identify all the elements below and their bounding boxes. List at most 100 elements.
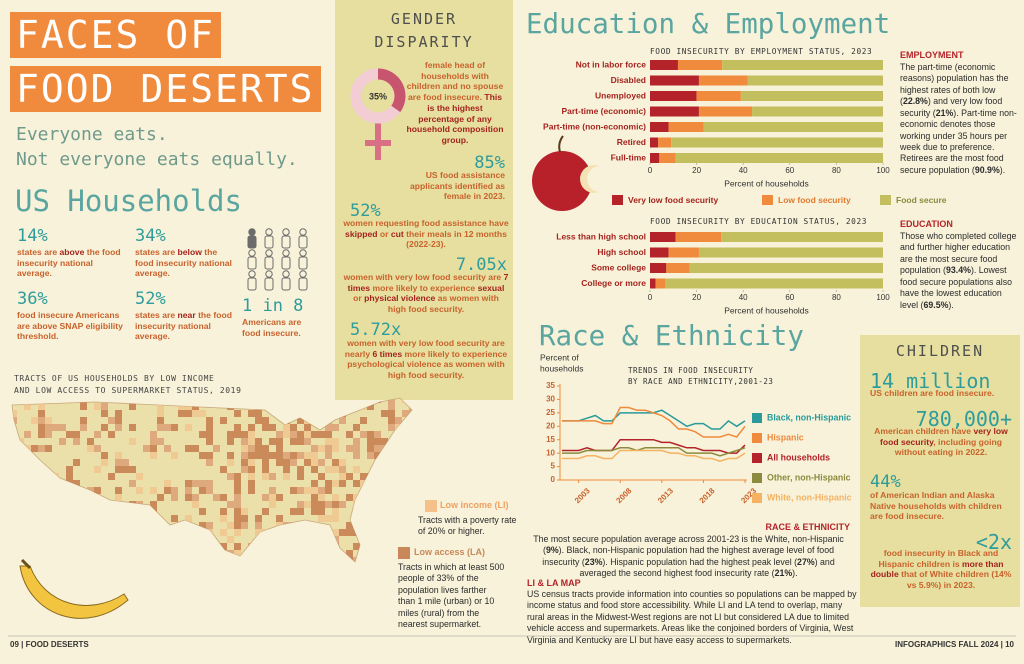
- map-tract: [276, 410, 283, 417]
- map-tract: [318, 487, 325, 494]
- map-tract: [31, 494, 38, 501]
- map-tract: [255, 515, 262, 522]
- map-tract: [213, 494, 220, 501]
- map-tract: [332, 508, 339, 515]
- map-tract: [248, 431, 255, 438]
- map-tract: [220, 417, 227, 424]
- map-tract: [297, 431, 304, 438]
- stat-text: US children are food insecure.: [870, 388, 1015, 399]
- stat-text: Americans are food insecure.: [242, 317, 314, 338]
- map-tract: [353, 564, 360, 571]
- chart-title: TRENDS IN FOOD INSECURITY: [628, 366, 753, 375]
- map-tract: [276, 431, 283, 438]
- text-run: ). Hispanic population had the highest p…: [602, 556, 798, 567]
- map-tract: [360, 508, 367, 515]
- map-tract: [108, 417, 115, 424]
- map-tract: [255, 522, 262, 529]
- map-tract: [367, 452, 374, 459]
- map-tract: [115, 529, 122, 536]
- map-tract: [367, 445, 374, 452]
- map-tract: [360, 529, 367, 536]
- map-tract: [150, 515, 157, 522]
- emphasis: 22.8%: [902, 96, 928, 107]
- map-tract: [213, 550, 220, 557]
- map-tract: [395, 452, 402, 459]
- map-tract: [402, 494, 409, 501]
- x-tick-label: 80: [832, 166, 841, 175]
- person-head: [299, 249, 307, 257]
- map-tract: [206, 417, 213, 424]
- map-tract: [227, 403, 234, 410]
- map-tract: [73, 564, 80, 571]
- map-tract: [234, 487, 241, 494]
- x-tick-label: 60: [785, 166, 794, 175]
- map-tract: [199, 431, 206, 438]
- person-body: [298, 256, 308, 270]
- map-tract: [45, 480, 52, 487]
- map-tract: [388, 522, 395, 529]
- map-tract: [402, 459, 409, 466]
- map-tract: [325, 438, 332, 445]
- text-run: ).: [948, 299, 954, 310]
- map-tract: [262, 564, 269, 571]
- map-tract: [367, 508, 374, 515]
- map-tract: [395, 487, 402, 494]
- map-tract: [38, 424, 45, 431]
- map-tract: [129, 424, 136, 431]
- map-tract: [262, 543, 269, 550]
- map-tract: [185, 398, 192, 403]
- map-tract: [45, 424, 52, 431]
- map-tract: [171, 452, 178, 459]
- map-tract: [157, 557, 164, 562]
- map-tract: [388, 445, 395, 452]
- map-tract: [185, 424, 192, 431]
- map-tract: [136, 501, 143, 508]
- stat-figure: 7.05x: [455, 255, 507, 275]
- map-tract: [122, 529, 129, 536]
- map-tract: [38, 410, 45, 417]
- map-tract: [325, 452, 332, 459]
- map-tract: [332, 501, 339, 508]
- map-legend-swatch: [425, 500, 437, 512]
- map-tract: [346, 529, 353, 536]
- map-legend-name: Low access (LA): [414, 547, 486, 557]
- map-tract: [360, 557, 367, 562]
- map-tract: [108, 557, 115, 562]
- map-tract: [157, 438, 164, 445]
- map-tract: [52, 424, 59, 431]
- map-tract: [143, 398, 150, 403]
- map-tract: [234, 508, 241, 515]
- bar-segment: [675, 232, 722, 242]
- map-tract: [12, 438, 17, 445]
- map-tract: [367, 431, 374, 438]
- map-tract: [38, 445, 45, 452]
- stat-figure: 85%: [474, 153, 505, 173]
- map-tract: [52, 501, 59, 508]
- map-tract: [115, 515, 122, 522]
- map-tract: [290, 487, 297, 494]
- map-tract: [360, 403, 367, 410]
- tagline: Everyone eats.: [16, 124, 168, 145]
- emphasis: skipped: [345, 228, 378, 239]
- map-tract: [297, 403, 304, 410]
- map-tract: [248, 564, 255, 571]
- y-category-label: College or more: [581, 278, 646, 288]
- map-tract: [101, 452, 108, 459]
- person-body: [247, 277, 257, 291]
- map-tract: [318, 431, 325, 438]
- map-tract: [234, 522, 241, 529]
- map-tract: [297, 564, 304, 571]
- map-tract: [262, 403, 269, 410]
- map-tract: [325, 536, 332, 543]
- map-tract: [374, 508, 381, 515]
- map-tract: [115, 417, 122, 424]
- map-tract: [325, 424, 332, 431]
- map-title: TRACTS OF US HOUSEHOLDS BY LOW INCOME: [14, 374, 215, 383]
- map-tract: [234, 494, 241, 501]
- text-run: American children have: [874, 426, 974, 436]
- text-run: the food insecurity national average.: [135, 247, 232, 279]
- map-tract: [276, 529, 283, 536]
- map-tract: [199, 522, 206, 529]
- map-tract: [332, 494, 339, 501]
- map-tract: [157, 424, 164, 431]
